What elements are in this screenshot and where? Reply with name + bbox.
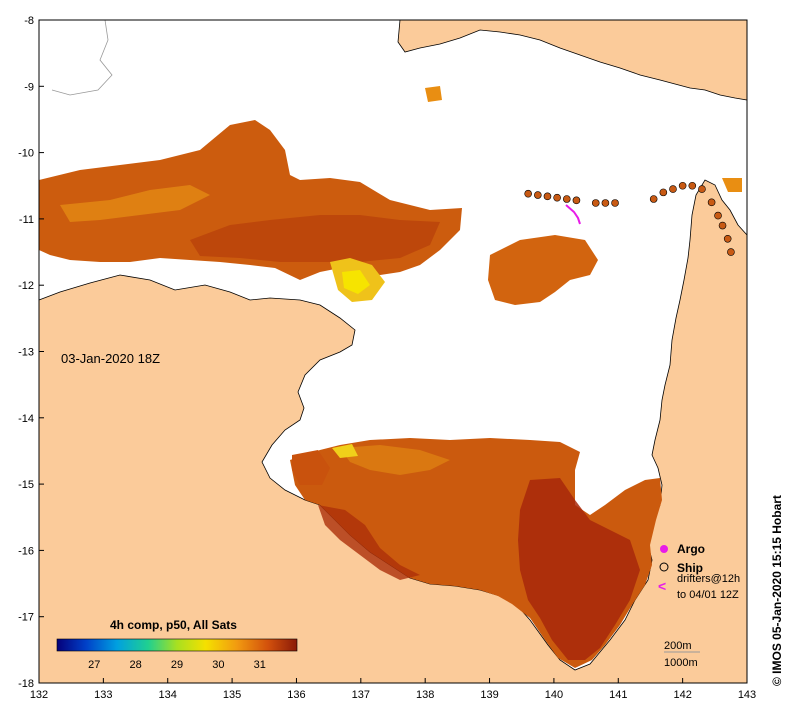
x-tick-label: 133 [94, 689, 112, 701]
x-tick-label: 138 [416, 689, 434, 701]
sst-gulf-yellow-edge [332, 444, 358, 458]
ship-marker [707, 198, 716, 207]
sst-east-patch [722, 178, 742, 192]
axis-ticks: 132 133 134 135 136 137 138 139 140 141 142 143 -8 -9… [18, 15, 756, 701]
depth-1000-label: 1000m [664, 657, 698, 669]
arnhem-land [38, 179, 748, 684]
drifters-label-2: to 04/01 12Z [677, 589, 739, 601]
new-guinea [397, 19, 748, 101]
ship-marker [678, 181, 687, 190]
x-tick-label: 142 [673, 689, 691, 701]
sst-gulf-deep [518, 478, 640, 660]
x-tick-label: 136 [287, 689, 305, 701]
x-tick-label: 137 [352, 689, 370, 701]
argo-label: Argo [677, 542, 705, 556]
x-tick-label: 140 [545, 689, 563, 701]
x-tick-label: 132 [30, 689, 48, 701]
y-tick-label: -12 [18, 280, 34, 292]
x-tick-label: 139 [480, 689, 498, 701]
y-tick-label: -8 [24, 15, 34, 27]
colorbar-title: 4h comp, p50, All Sats [110, 618, 237, 632]
ship-marker [543, 192, 552, 201]
ship-marker [718, 221, 727, 230]
colorbar-ticks: 27 28 29 30 31 [88, 659, 266, 671]
ship-track [524, 181, 735, 256]
colorbar-tick-label: 28 [129, 659, 141, 671]
sst-central-patch [488, 235, 598, 305]
colorbar-tick-label: 27 [88, 659, 100, 671]
argo-icon [660, 545, 668, 553]
ship-marker [524, 189, 532, 198]
y-tick-label: -16 [18, 545, 34, 557]
ship-marker [601, 199, 610, 207]
y-tick-label: -18 [18, 678, 34, 690]
sst-band-north-dark [190, 215, 440, 262]
drifter-icon: < [658, 578, 666, 594]
ship-marker [714, 211, 722, 220]
ship-marker [591, 199, 600, 207]
ship-marker [669, 185, 677, 193]
ship-marker [611, 199, 619, 207]
y-tick-label: -11 [19, 214, 34, 226]
ship-marker [572, 196, 581, 205]
x-tick-label: 141 [609, 689, 627, 701]
ship-marker [659, 188, 668, 197]
sst-gulf-west-dark [318, 505, 420, 580]
sst-west-patch [292, 450, 330, 485]
coast-line-nw [51, 19, 113, 96]
y-tick-label: -15 [18, 479, 34, 491]
ship-marker [562, 195, 571, 203]
ship-marker [553, 193, 561, 202]
y-tick-label: -10 [18, 148, 34, 160]
colorbar [56, 638, 298, 652]
x-tick-label: 135 [223, 689, 241, 701]
sst-small-north [425, 86, 442, 102]
colorbar-tick-label: 29 [171, 659, 183, 671]
date-label: 03-Jan-2020 18Z [61, 351, 160, 366]
colorbar-tick-label: 30 [212, 659, 224, 671]
sst-band-north-light [60, 185, 210, 222]
ship-marker [534, 191, 542, 199]
y-tick-label: -13 [18, 347, 34, 359]
credit-label: © IMOS 05-Jan-2020 15:15 Hobart [770, 495, 784, 686]
legend: Argo Ship < drifters@12h to 04/01 12Z 20… [658, 542, 740, 669]
ship-marker [727, 248, 735, 256]
ship-marker [688, 181, 697, 190]
ship-marker [698, 185, 706, 193]
y-tick-label: -17 [18, 612, 34, 624]
sst-layer [39, 86, 742, 668]
y-tick-label: -14 [18, 413, 34, 425]
x-tick-label: 134 [159, 689, 177, 701]
drifters-label: drifters@12h [677, 573, 740, 585]
depth-200-label: 200m [664, 640, 692, 652]
x-tick-label: 143 [738, 689, 756, 701]
ship-marker [723, 234, 732, 243]
drifter-track [565, 204, 581, 225]
ship-icon [659, 562, 669, 572]
ship-label: Ship [677, 561, 703, 575]
sst-gulf-light [340, 445, 450, 475]
ship-marker [649, 195, 658, 203]
colorbar-tick-label: 31 [254, 659, 266, 671]
y-tick-label: -9 [24, 81, 34, 93]
sst-yellow-core [342, 270, 370, 294]
